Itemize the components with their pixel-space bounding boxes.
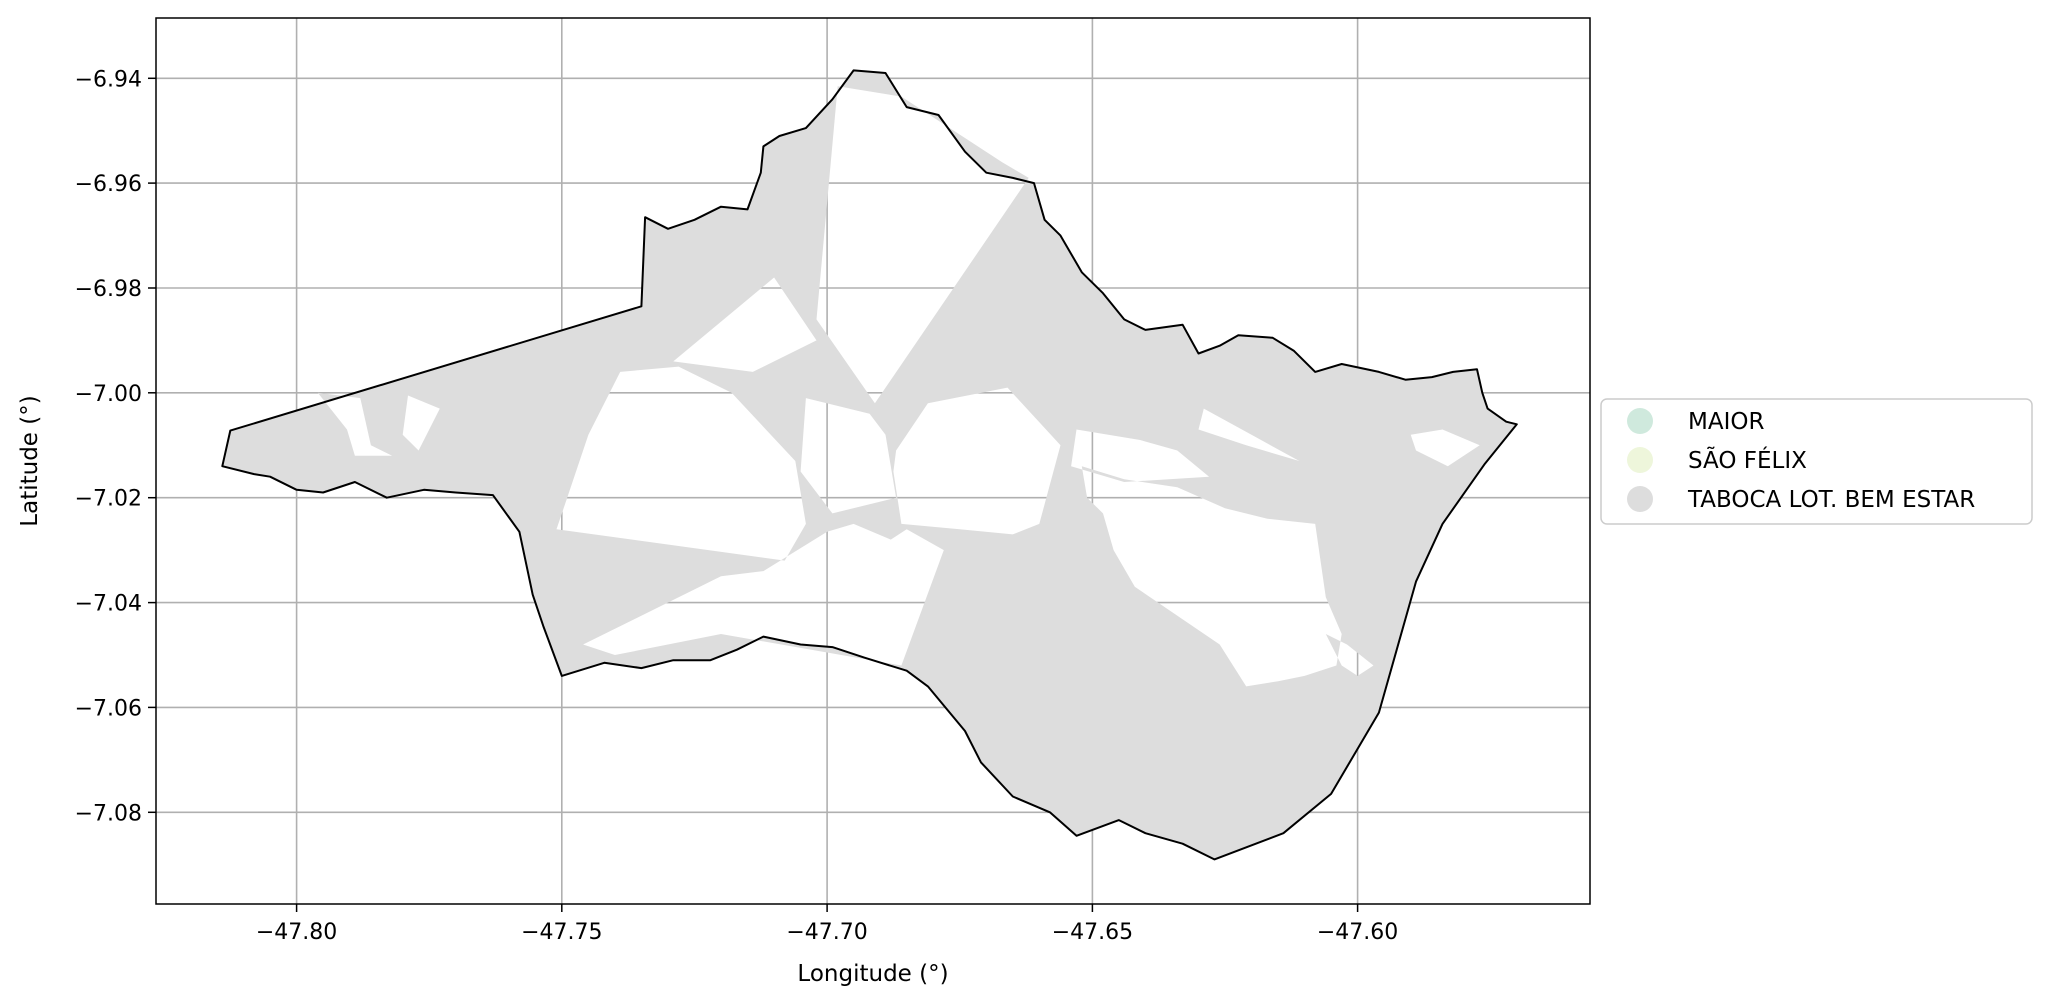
taboca-region-fill [222,70,1517,860]
y-axis-label: Latitude (°) [17,395,43,526]
y-tick-label: −7.00 [75,382,142,407]
legend-label: MAIOR [1688,409,1764,435]
legend-frame [1600,398,2033,525]
y-tick-label: −7.06 [75,696,142,721]
legend-marker [1627,447,1653,473]
legend-label: SÃO FÉLIX [1688,446,1807,474]
x-tick-label: −47.80 [256,920,337,945]
x-tick-label: −47.75 [521,920,602,945]
y-tick-label: −7.04 [75,592,142,617]
y-tick-label: −6.98 [75,277,142,302]
legend-label: TABOCA LOT. BEM ESTAR [1687,487,1975,513]
x-axis-label: Longitude (°) [797,961,948,987]
x-tick-label: −47.65 [1052,920,1133,945]
x-tick-label: −47.60 [1317,920,1398,945]
plot-frame [155,17,1591,905]
legend: MAIOR SÃO FÉLIX TABOCA LOT. BEM ESTAR [1600,398,2033,525]
y-tick-label: −7.08 [75,801,142,826]
x-axis-ticks: −47.80 −47.75 −47.70 −47.65 −47.60 [256,904,1398,945]
x-tick-label: −47.70 [786,920,867,945]
municipality-boundary [221,69,1518,861]
y-axis-ticks: −6.94 −6.96 −6.98 −7.00 −7.02 −7.04 −7.06 −7.08 [75,67,156,826]
y-tick-label: −6.94 [75,67,142,92]
legend-marker [1627,408,1653,434]
legend-marker [1627,486,1653,512]
y-tick-label: −6.96 [75,172,142,197]
y-tick-label: −7.02 [75,487,142,512]
